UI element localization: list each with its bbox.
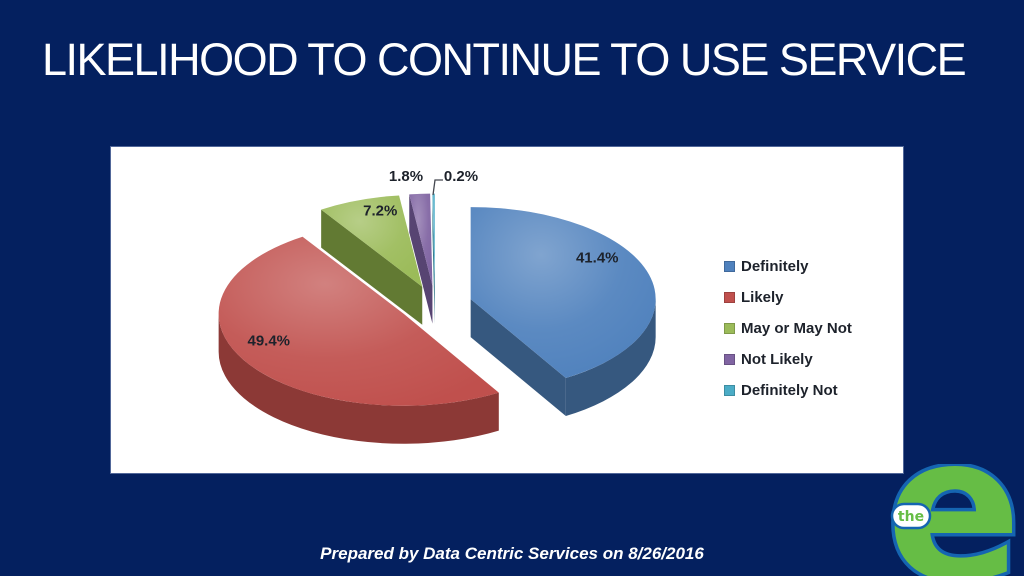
legend-swatch-may-or-may-not [724,323,735,334]
chart-legend: Definitely Likely May or May Not Not Likely… [724,257,852,412]
legend-item-not-likely: Not Likely [724,350,852,369]
pie-labels-group: 41.4% 49.4% 7.2% 1.8% 0.2% [247,168,618,350]
pie-slice-sheen-may-or-may-not [321,195,423,287]
pie-slice-rim-likely [218,313,499,444]
legend-label: Likely [741,289,784,306]
legend-swatch-likely [724,292,735,303]
data-label-not-likely: 1.8% [389,168,423,185]
data-label-may-or-may-not: 7.2% [363,203,397,220]
legend-item-definitely-not: Definitely Not [724,381,852,400]
legend-item-may-or-may-not: May or May Not [724,319,852,338]
slide-title: LIKELIHOOD TO CONTINUE TO USE SERVICE [42,34,967,85]
logo-the-badge [890,502,932,530]
legend-item-definitely: Definitely [724,257,852,276]
chart-panel: 41.4% 49.4% 7.2% 1.8% 0.2% Definitely Likely M… [111,147,903,473]
logo-the-text: the [898,509,924,525]
pie-slice-sheen-definitely-not [432,193,435,286]
pie-slice-sheen-not-likely [409,193,433,286]
footer-credit: Prepared by Data Centric Services on 8/2… [320,544,704,563]
pie-slice-sheen-likely [218,236,499,406]
legend-item-likely: Likely [724,288,852,307]
legend-label: Definitely Not [741,382,838,399]
pie-slice-rim-definitely [565,299,656,416]
legend-swatch-not-likely [724,354,735,365]
pie-slice-wall-may-or-may-not [321,209,423,325]
legend-swatch-definitely [724,261,735,272]
pie-slices-group [218,193,656,444]
legend-label: Not Likely [741,351,813,368]
legend-label: Definitely [741,258,809,275]
pie-slice-wall-definitely [470,299,566,416]
legend-label: May or May Not [741,320,852,337]
pie-chart: 41.4% 49.4% 7.2% 1.8% 0.2% [218,168,656,444]
data-label-likely: 49.4% [247,333,290,350]
legend-swatch-definitely-not [724,385,735,396]
label-leader-line [432,179,443,196]
pie-slice-sheen-definitely [470,207,656,378]
pie-slice-wall-definitely-not [432,193,435,324]
data-label-definitely: 41.4% [576,250,619,267]
pie-slice-wall-not-likely [409,194,433,324]
the-e-logo: e the [884,464,1016,576]
data-label-definitely-not: 0.2% [444,168,478,185]
